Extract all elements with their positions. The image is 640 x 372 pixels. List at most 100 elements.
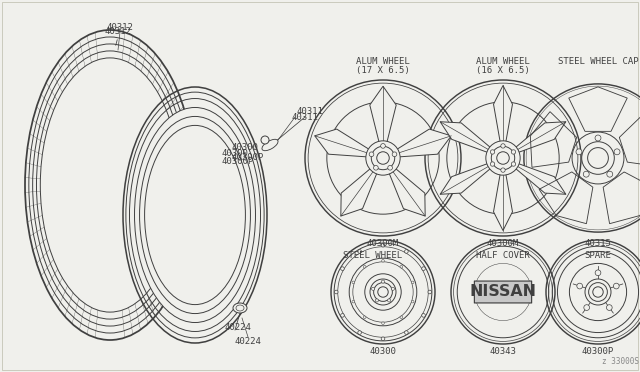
Polygon shape: [440, 122, 491, 153]
Circle shape: [381, 144, 385, 148]
Polygon shape: [370, 86, 396, 144]
Text: STEEL WHEEL: STEEL WHEEL: [344, 251, 403, 260]
Ellipse shape: [196, 236, 203, 248]
Circle shape: [261, 136, 269, 144]
Text: 40315: 40315: [584, 238, 611, 247]
Circle shape: [511, 150, 516, 154]
Circle shape: [412, 281, 414, 284]
Circle shape: [490, 150, 495, 154]
Text: 40300P: 40300P: [222, 157, 254, 167]
Text: 40312: 40312: [107, 23, 133, 32]
Text: 40300P: 40300P: [582, 347, 614, 356]
Text: 40300P: 40300P: [232, 154, 264, 163]
Circle shape: [352, 281, 355, 284]
Text: 40300: 40300: [222, 148, 249, 157]
Ellipse shape: [179, 192, 186, 203]
Circle shape: [404, 250, 408, 253]
Ellipse shape: [233, 303, 247, 313]
Circle shape: [585, 279, 611, 305]
Text: 40224: 40224: [225, 324, 252, 333]
Circle shape: [412, 300, 414, 303]
Circle shape: [381, 337, 385, 341]
Circle shape: [511, 162, 516, 166]
Polygon shape: [388, 167, 425, 216]
Text: 40300M: 40300M: [367, 238, 399, 247]
Circle shape: [369, 152, 374, 157]
Circle shape: [400, 316, 403, 318]
Ellipse shape: [262, 140, 278, 151]
Circle shape: [422, 314, 426, 317]
Text: 40300M: 40300M: [487, 238, 519, 247]
Ellipse shape: [134, 108, 255, 323]
Circle shape: [607, 305, 612, 310]
Circle shape: [391, 287, 394, 291]
Circle shape: [381, 280, 385, 283]
Text: 40224: 40224: [235, 337, 261, 346]
Ellipse shape: [179, 225, 185, 237]
Text: 40343: 40343: [490, 347, 516, 356]
Circle shape: [422, 267, 426, 270]
Circle shape: [374, 166, 378, 170]
Circle shape: [392, 152, 397, 157]
Polygon shape: [341, 167, 378, 216]
Polygon shape: [315, 129, 371, 157]
Circle shape: [595, 270, 601, 276]
Text: 40312: 40312: [104, 28, 131, 36]
Text: (16 X 6.5): (16 X 6.5): [476, 67, 530, 76]
Polygon shape: [515, 163, 566, 194]
Circle shape: [381, 243, 385, 247]
Ellipse shape: [236, 305, 244, 311]
Text: 40311: 40311: [292, 112, 319, 122]
Polygon shape: [493, 86, 513, 142]
Circle shape: [334, 290, 338, 294]
Text: NISSAN: NISSAN: [470, 285, 536, 299]
Ellipse shape: [197, 183, 204, 194]
Text: ALUM WHEEL: ALUM WHEEL: [356, 58, 410, 67]
Circle shape: [372, 287, 374, 291]
Circle shape: [614, 149, 620, 155]
Text: z 33000S: z 33000S: [602, 357, 639, 366]
Text: ALUM WHEEL: ALUM WHEEL: [476, 58, 530, 67]
Circle shape: [428, 290, 431, 294]
Circle shape: [358, 250, 362, 253]
Circle shape: [388, 299, 390, 302]
Ellipse shape: [140, 116, 250, 314]
Polygon shape: [440, 163, 491, 194]
Ellipse shape: [145, 125, 245, 305]
Text: (17 X 6.5): (17 X 6.5): [356, 67, 410, 76]
Circle shape: [375, 299, 378, 302]
Circle shape: [364, 316, 366, 318]
Circle shape: [358, 331, 362, 334]
Circle shape: [364, 266, 366, 268]
Circle shape: [490, 162, 495, 166]
Circle shape: [381, 260, 384, 262]
Circle shape: [340, 267, 344, 270]
Circle shape: [400, 266, 403, 268]
Text: 40311: 40311: [296, 108, 323, 116]
Ellipse shape: [207, 210, 214, 222]
Circle shape: [381, 322, 384, 324]
Circle shape: [583, 171, 589, 177]
Circle shape: [388, 166, 392, 170]
Circle shape: [501, 168, 505, 172]
Polygon shape: [493, 173, 513, 231]
FancyBboxPatch shape: [474, 281, 532, 303]
Polygon shape: [395, 129, 451, 157]
Text: STEEL WHEEL CAP: STEEL WHEEL CAP: [557, 58, 638, 67]
Circle shape: [404, 331, 408, 334]
Circle shape: [613, 283, 619, 289]
Circle shape: [370, 279, 396, 305]
Circle shape: [584, 305, 589, 310]
Text: 40300: 40300: [232, 144, 259, 153]
Circle shape: [352, 300, 355, 303]
Text: HALF COVER: HALF COVER: [476, 251, 530, 260]
Text: SPARE: SPARE: [584, 251, 611, 260]
Circle shape: [486, 141, 520, 175]
Circle shape: [366, 141, 400, 175]
Circle shape: [501, 144, 505, 148]
Circle shape: [577, 283, 582, 289]
Circle shape: [340, 314, 344, 317]
Circle shape: [576, 149, 582, 155]
Circle shape: [595, 135, 601, 141]
Polygon shape: [515, 122, 566, 153]
